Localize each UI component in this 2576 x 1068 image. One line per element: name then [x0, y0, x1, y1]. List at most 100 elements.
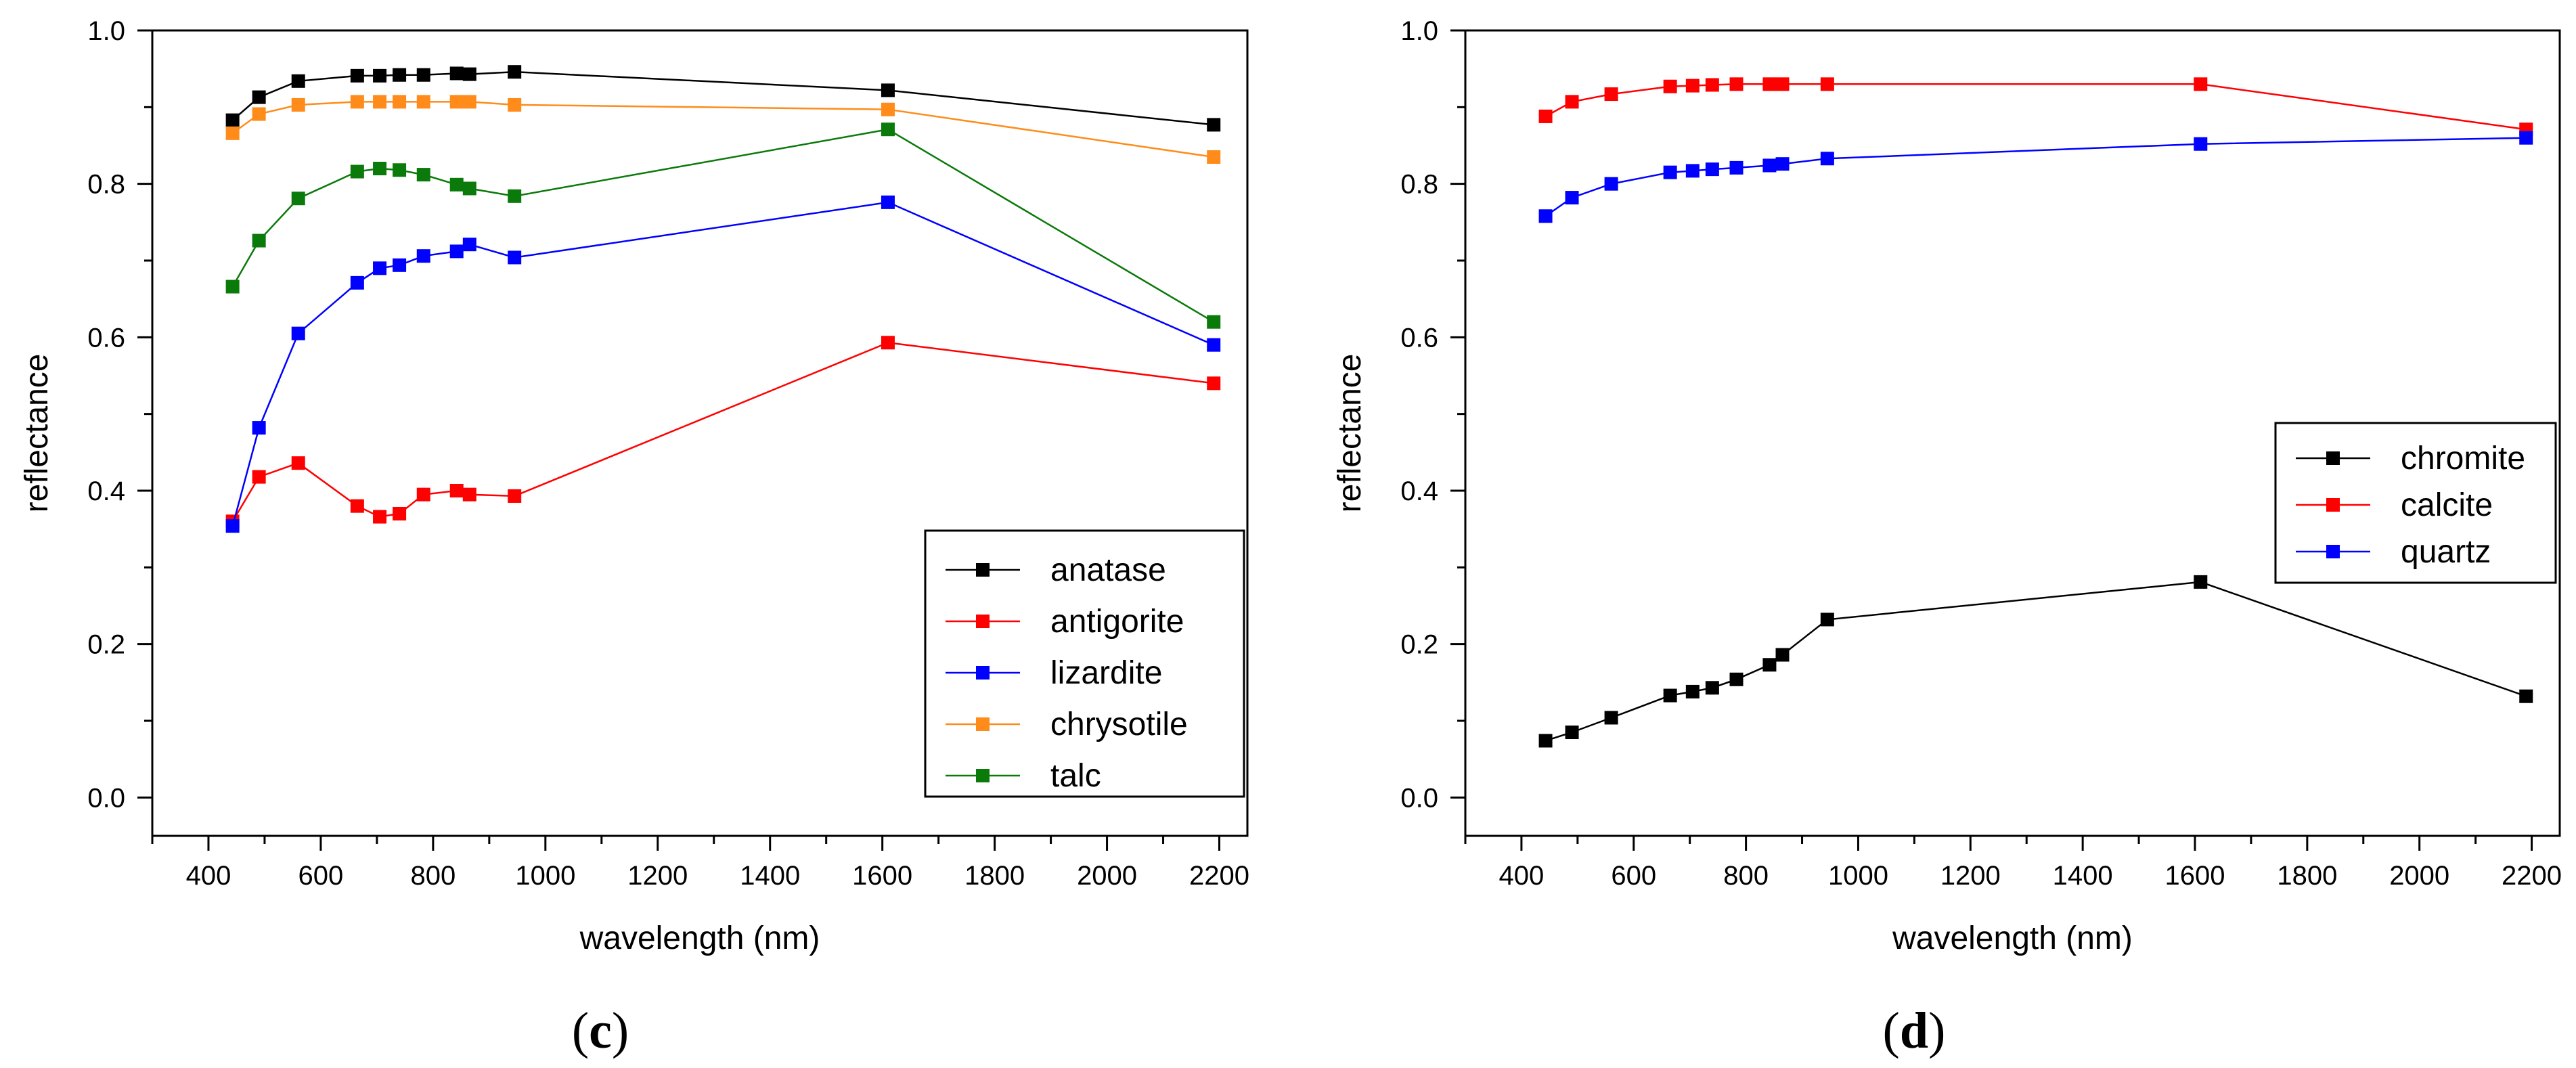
chart-panel-c: 400 600 800 1000 1200 1400 1600 1800 2000 2200 0.0…: [19, 16, 1249, 1059]
x-tick-label: 1200: [1940, 861, 2001, 891]
data-point: [1762, 658, 1777, 672]
data-point: [881, 102, 895, 116]
x-tick-label: 1800: [2277, 861, 2337, 891]
series-chromite: [1538, 575, 2533, 748]
legend-item-calcite: calcite: [2296, 487, 2493, 523]
data-point: [462, 487, 476, 502]
data-point: [373, 261, 387, 275]
data-point: [1604, 177, 1618, 191]
data-point: [449, 95, 464, 109]
data-point: [1663, 688, 1677, 703]
data-point: [252, 90, 266, 104]
x-tick-label: 600: [1611, 861, 1656, 891]
data-point: [462, 181, 476, 196]
panel-label-open: (: [572, 1002, 589, 1059]
panel-label-letter: c: [589, 1002, 612, 1059]
legend-item-chrysotile: chrysotile: [946, 707, 1188, 742]
data-point: [449, 244, 464, 259]
data-point: [416, 487, 430, 502]
legend-marker: [976, 615, 990, 628]
legend-marker: [2326, 545, 2340, 558]
data-point: [252, 421, 266, 435]
data-point: [1207, 315, 1221, 329]
legend-label: talc: [1050, 758, 1101, 794]
series-lizardite: [225, 195, 1221, 533]
legend-label: calcite: [2401, 487, 2493, 523]
x-axis-title: wavelength (nm): [579, 920, 820, 956]
legend-item-quartz: quartz: [2296, 534, 2491, 570]
x-tick-label: 1000: [1828, 861, 1888, 891]
legend-marker: [2326, 498, 2340, 512]
x-tick-label: 1400: [2053, 861, 2113, 891]
data-point: [1538, 209, 1553, 223]
y-tick-label: 1.0: [1400, 16, 1438, 46]
y-tick-label: 0.4: [87, 476, 125, 506]
data-point: [350, 68, 364, 83]
data-point: [1729, 672, 1744, 686]
panel-label-close: ): [1928, 1002, 1945, 1059]
x-axis-title: wavelength (nm): [1892, 920, 2133, 956]
x-tick-label: 400: [1499, 861, 1545, 891]
legend: anatase antigorite lizardite chrysotile talc: [924, 529, 1245, 798]
chart-panel-d: 400 600 800 1000 1200 1400 1600 1800 2000 2200 0.0…: [1332, 16, 2562, 1059]
data-point: [350, 499, 364, 513]
data-point: [350, 275, 364, 290]
legend-label: lizardite: [1050, 655, 1162, 691]
legend-label: chromite: [2401, 441, 2525, 476]
data-point: [1207, 338, 1221, 352]
data-point: [1762, 158, 1777, 173]
series-line-chromite: [1545, 581, 2527, 742]
y-tick-label: 1.0: [87, 16, 125, 46]
y-tick-label: 0.8: [1400, 170, 1438, 200]
data-point: [373, 68, 387, 83]
data-point: [1705, 162, 1719, 177]
x-tick-label: 2000: [1077, 861, 1137, 891]
data-point: [416, 68, 430, 82]
data-point: [462, 67, 476, 81]
data-point: [225, 519, 240, 533]
legend-item-antigorite: antigorite: [946, 604, 1184, 640]
data-point: [881, 195, 895, 209]
legend-label: antigorite: [1050, 604, 1184, 640]
data-point: [449, 484, 464, 497]
legend-marker: [976, 769, 990, 782]
data-point: [1685, 684, 1700, 698]
x-tick-label: 400: [186, 861, 231, 891]
data-point: [881, 123, 895, 137]
y-tick-label: 0.2: [1400, 630, 1438, 660]
data-point: [1820, 77, 1834, 91]
panel-label: (d): [1883, 1002, 1946, 1059]
legend-item-lizardite: lizardite: [946, 655, 1162, 691]
x-tick-label: 1200: [627, 861, 688, 891]
data-point: [416, 168, 430, 182]
legend-marker: [976, 666, 990, 680]
data-point: [1762, 77, 1777, 91]
legend-label: chrysotile: [1050, 707, 1188, 742]
series-anatase: [225, 65, 1221, 132]
series-calcite: [1538, 77, 2533, 137]
data-point: [462, 95, 476, 109]
x-tick-label: 1400: [740, 861, 800, 891]
data-point: [2194, 575, 2208, 589]
data-point: [1685, 164, 1700, 178]
x-tick-label: 1800: [964, 861, 1025, 891]
data-point: [881, 83, 895, 97]
data-point: [1729, 77, 1744, 91]
data-point: [393, 507, 407, 520]
x-tick-label: 2200: [2502, 861, 2562, 891]
data-point: [1207, 376, 1221, 391]
series-line-lizardite: [231, 201, 1214, 527]
data-point: [2194, 77, 2208, 91]
data-point: [291, 456, 305, 470]
x-tick-label: 1600: [2165, 861, 2225, 891]
data-point: [462, 238, 476, 252]
panel-label-close: ): [612, 1002, 629, 1059]
y-tick-label: 0.0: [1400, 783, 1438, 813]
data-point: [508, 489, 522, 503]
y-tick-label: 0.6: [1400, 323, 1438, 353]
legend-marker: [976, 563, 990, 577]
legend-item-anatase: anatase: [946, 552, 1166, 588]
data-point: [252, 233, 266, 248]
data-point: [2194, 137, 2208, 151]
